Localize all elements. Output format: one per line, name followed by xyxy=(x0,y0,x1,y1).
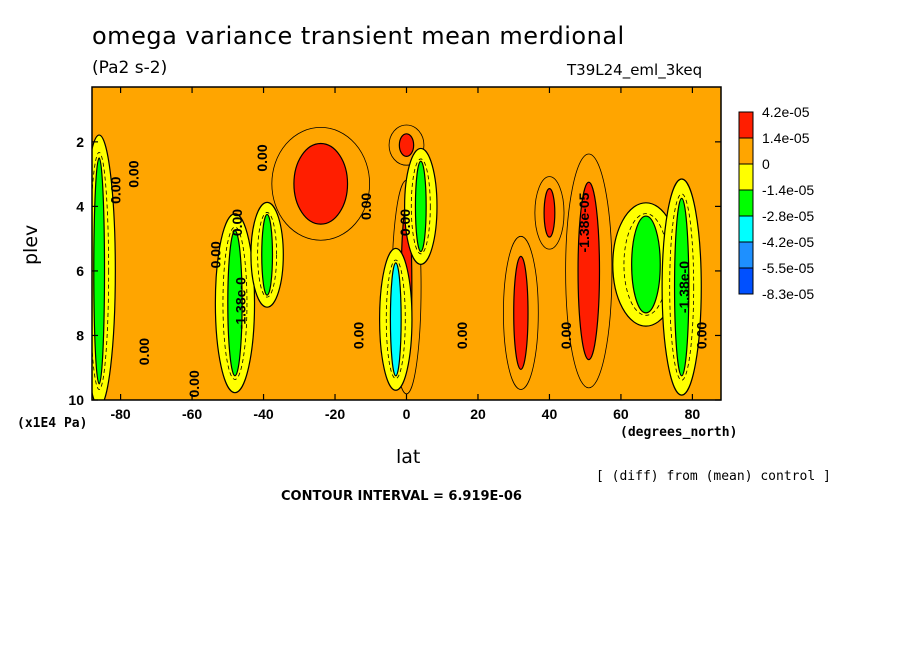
contour-core xyxy=(513,255,529,370)
plot-area: 0.000.000.000.000.000.00-1.38e-00.000.00… xyxy=(91,86,722,401)
contour-label: 0.00 xyxy=(358,193,374,220)
colorbar-label: -4.2e-05 xyxy=(762,234,814,250)
contour-line-dashed xyxy=(92,151,110,390)
x-tick-label: -60 xyxy=(182,406,202,422)
y-tick-label: 4 xyxy=(76,198,84,214)
contour-feature xyxy=(661,178,702,396)
contour-line-dashed xyxy=(410,158,431,255)
colorbar-label: -2.8e-05 xyxy=(762,208,814,224)
colorbar-label: -5.5e-05 xyxy=(762,260,814,276)
colorbar-swatch xyxy=(738,267,754,295)
y-axis: 2 4 6 8 10 xyxy=(68,134,721,408)
x-tick-label: 80 xyxy=(685,406,701,422)
contour-label: 0.00 xyxy=(229,209,245,236)
chart-title: omega variance transient mean merdional xyxy=(92,22,625,50)
colorbar-label: -8.3e-05 xyxy=(762,286,814,302)
contour-line xyxy=(271,126,371,241)
colorbar-swatch xyxy=(738,163,754,191)
contour-line xyxy=(388,124,425,166)
fill-layer xyxy=(92,124,702,400)
x-tick-label: 20 xyxy=(470,406,486,422)
contour-feature xyxy=(388,124,425,166)
contour-label: -1.38e-0 xyxy=(676,261,692,313)
contour-feature xyxy=(404,147,438,265)
y-axis-units: (x1E4 Pa) xyxy=(17,416,88,431)
contour-label: 0.00 xyxy=(108,176,124,203)
contour-core xyxy=(389,262,402,377)
colorbar-label: 0 xyxy=(762,156,770,172)
contour-feature xyxy=(214,213,256,394)
contour-core xyxy=(577,181,601,361)
contour-feature xyxy=(565,153,613,389)
contour-label: 0.00 xyxy=(125,160,141,187)
contour-label: 0.00 xyxy=(208,241,224,268)
contour-core xyxy=(631,215,661,314)
x-tick-label: -40 xyxy=(253,406,273,422)
contour-feature xyxy=(271,126,371,241)
colorbar-swatch xyxy=(738,137,754,165)
contour-label: 0.00 xyxy=(136,338,152,365)
x-axis-units: (degrees_north) xyxy=(620,425,738,440)
contour-core xyxy=(543,188,556,238)
y-axis-label: plev xyxy=(20,224,42,265)
y-tick-label: 8 xyxy=(76,327,84,343)
contour-label: -1.38e-0 xyxy=(233,277,249,329)
colorbar-swatch xyxy=(738,189,754,217)
x-axis: -80 -60 -40 -20 0 20 40 60 80 xyxy=(110,87,700,422)
contour-label: 0.00 xyxy=(254,144,270,171)
run-id-label: T39L24_eml_3keq xyxy=(567,61,703,79)
contour-label: 0.00 xyxy=(351,322,367,349)
colorbar-swatch xyxy=(738,241,754,269)
contour-line-dashed xyxy=(257,212,278,298)
contour-label: -1.38e-05 xyxy=(576,192,592,252)
contour-label: 0.00 xyxy=(694,322,710,349)
contour-core xyxy=(673,197,690,377)
contour-line xyxy=(503,235,539,390)
contour-core xyxy=(293,142,349,225)
contour-label: 0.00 xyxy=(186,370,202,397)
contour-label: 0.00 xyxy=(558,322,574,349)
x-axis-label: lat xyxy=(396,446,421,468)
colorbar-label: 1.4e-05 xyxy=(762,130,810,146)
contour-line-dashed xyxy=(222,226,248,380)
contour-feature xyxy=(534,176,565,250)
contour-line-dashed xyxy=(385,259,406,380)
y-tick-label: 6 xyxy=(76,263,84,279)
contour-core xyxy=(414,160,427,253)
x-tick-label: -20 xyxy=(325,406,345,422)
units-label: (Pa2 s-2) xyxy=(92,58,168,78)
contour-line xyxy=(534,176,565,250)
contour-line xyxy=(565,153,613,389)
contour-label: 0.00 xyxy=(397,209,413,236)
contour-core xyxy=(227,229,243,377)
colorbar: 4.2e-05 1.4e-05 0 -1.4e-05 -2.8e-05 -4.2e-05 -… xyxy=(738,104,814,302)
contour-core xyxy=(398,133,415,157)
colorbar-swatch xyxy=(738,111,754,139)
x-tick-label: -80 xyxy=(110,406,130,422)
colorbar-swatch xyxy=(738,215,754,243)
diff-note: [ (diff) from (mean) control ] xyxy=(596,469,831,484)
x-tick-label: 40 xyxy=(542,406,558,422)
contour-feature xyxy=(250,201,284,308)
contour-label: 0.00 xyxy=(454,322,470,349)
contour-feature xyxy=(503,235,539,390)
x-tick-label: 60 xyxy=(613,406,629,422)
contour-interval-label: CONTOUR INTERVAL = 6.919E-06 xyxy=(281,489,522,504)
colorbar-label: -1.4e-05 xyxy=(762,182,814,198)
colorbar-label: 4.2e-05 xyxy=(762,104,810,120)
contour-line-dashed xyxy=(669,193,695,381)
contour-feature xyxy=(378,247,413,391)
x-tick-label: 0 xyxy=(403,406,411,422)
contour-core xyxy=(261,213,274,296)
y-tick-label: 10 xyxy=(68,392,84,408)
contour-label-layer: 0.000.000.000.000.000.00-1.38e-00.000.00… xyxy=(108,144,710,397)
y-tick-label: 2 xyxy=(76,134,84,150)
contour-feature xyxy=(92,134,116,400)
